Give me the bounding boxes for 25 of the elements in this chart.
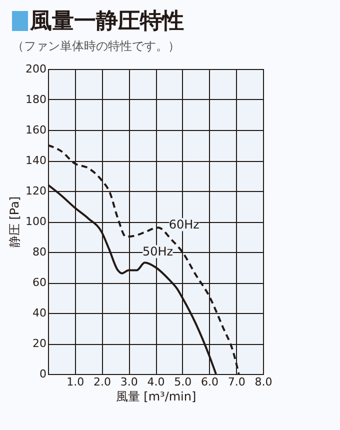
y-axis-title: 静圧 [Pa] xyxy=(8,196,22,248)
y-tick-label: 120 xyxy=(26,184,46,198)
x-tick-label: 7.0 xyxy=(228,376,246,388)
x-tick-label: 6.0 xyxy=(201,376,218,388)
x-tick-label: 4.0 xyxy=(147,376,165,388)
y-tick-label: 140 xyxy=(26,154,46,167)
y-tick-label: 100 xyxy=(26,215,46,228)
y-tick-label: 80 xyxy=(32,246,46,258)
y-tick-label: 200 xyxy=(26,62,46,76)
series-label: 50Hz xyxy=(142,244,174,259)
chart-title: 風量一静圧特性 xyxy=(30,8,184,36)
x-tick-label: 1.0 xyxy=(66,376,84,388)
chart-subtitle: （ファン単体時の特性です。） xyxy=(12,38,181,55)
x-tick-label: 2.0 xyxy=(94,376,111,388)
x-tick-label: 5.0 xyxy=(174,376,192,388)
y-tick-label: 180 xyxy=(26,93,46,106)
y-tick-label: 0 xyxy=(40,368,46,380)
y-tick-label: 40 xyxy=(32,306,46,320)
x-tick-label: 3.0 xyxy=(120,376,138,388)
y-tick-label: 20 xyxy=(32,337,46,350)
series-label: 60Hz xyxy=(168,218,200,232)
x-tick-label: 8.0 xyxy=(254,376,272,388)
y-tick-label: 160 xyxy=(26,124,46,136)
y-tick-label: 60 xyxy=(32,276,46,289)
x-axis-title: 風量 [m³/min] xyxy=(116,390,196,404)
